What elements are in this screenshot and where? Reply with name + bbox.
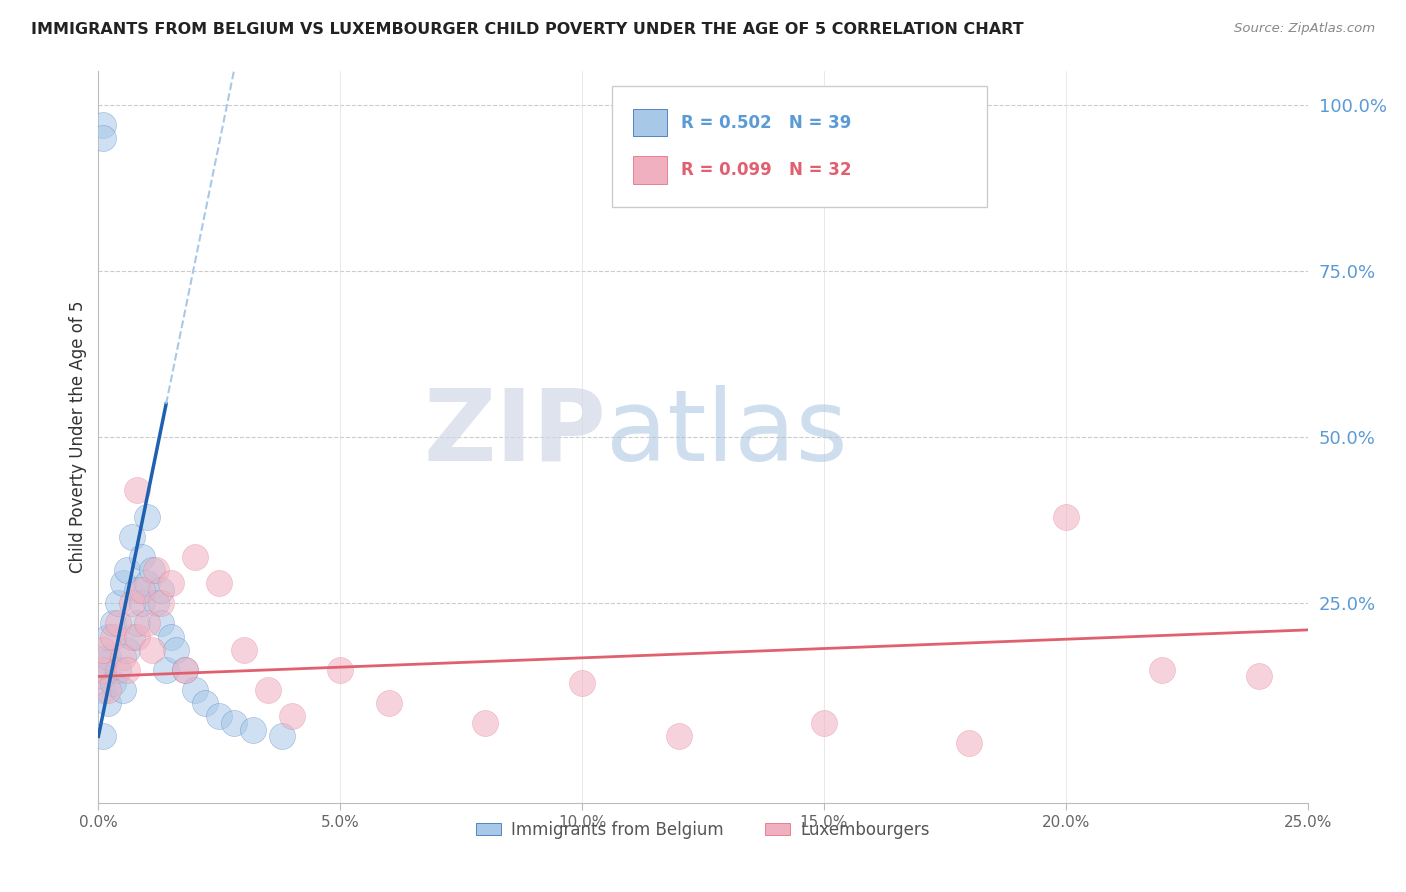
Point xyxy=(571,676,593,690)
Point xyxy=(135,509,157,524)
Text: Source: ZipAtlas.com: Source: ZipAtlas.com xyxy=(1234,22,1375,36)
Point xyxy=(91,131,114,145)
Text: ZIP: ZIP xyxy=(423,385,606,482)
Point xyxy=(131,549,153,564)
Point xyxy=(150,596,173,610)
Point xyxy=(97,630,120,644)
Point xyxy=(222,716,245,731)
Point xyxy=(121,630,143,644)
Point xyxy=(150,616,173,631)
Point xyxy=(117,663,139,677)
Point xyxy=(121,596,143,610)
Point xyxy=(155,663,177,677)
Point xyxy=(150,582,173,597)
Point xyxy=(111,576,134,591)
Point xyxy=(174,663,197,677)
Point xyxy=(957,736,980,750)
Point xyxy=(377,696,399,710)
Point xyxy=(1152,663,1174,677)
Point xyxy=(91,643,114,657)
Text: atlas: atlas xyxy=(606,385,848,482)
Point xyxy=(91,118,114,132)
Point xyxy=(329,663,352,677)
Point xyxy=(91,663,114,677)
Point xyxy=(117,643,139,657)
FancyBboxPatch shape xyxy=(613,86,987,207)
Point xyxy=(107,616,129,631)
Point xyxy=(135,616,157,631)
Point xyxy=(97,682,120,697)
Point xyxy=(145,596,167,610)
Point xyxy=(97,649,120,664)
Point xyxy=(91,669,114,683)
Point xyxy=(194,696,217,710)
Point xyxy=(117,563,139,577)
Point xyxy=(1249,669,1271,683)
Point xyxy=(668,729,690,743)
Point xyxy=(174,663,197,677)
Point xyxy=(208,576,231,591)
Point xyxy=(111,682,134,697)
Point xyxy=(97,696,120,710)
Point xyxy=(271,729,294,743)
Point xyxy=(256,682,278,697)
Point xyxy=(101,676,124,690)
Legend: Immigrants from Belgium, Luxembourgers: Immigrants from Belgium, Luxembourgers xyxy=(470,814,936,846)
Text: R = 0.502   N = 39: R = 0.502 N = 39 xyxy=(682,113,852,131)
Bar xyxy=(633,156,666,184)
Point xyxy=(141,643,163,657)
Point xyxy=(101,630,124,644)
Point xyxy=(127,483,149,498)
Point xyxy=(135,576,157,591)
Point xyxy=(131,596,153,610)
Point xyxy=(127,582,149,597)
Text: IMMIGRANTS FROM BELGIUM VS LUXEMBOURGER CHILD POVERTY UNDER THE AGE OF 5 CORRELA: IMMIGRANTS FROM BELGIUM VS LUXEMBOURGER … xyxy=(31,22,1024,37)
Point xyxy=(131,582,153,597)
Point xyxy=(281,709,304,723)
Point xyxy=(208,709,231,723)
Point xyxy=(242,723,264,737)
Point xyxy=(121,530,143,544)
Point xyxy=(145,563,167,577)
Point xyxy=(127,630,149,644)
Point xyxy=(91,682,114,697)
Point xyxy=(107,663,129,677)
Point xyxy=(232,643,254,657)
Point xyxy=(184,682,207,697)
Point xyxy=(474,716,496,731)
Point xyxy=(141,563,163,577)
Point xyxy=(184,549,207,564)
Point xyxy=(107,596,129,610)
Point xyxy=(91,656,114,670)
Point xyxy=(111,649,134,664)
Point xyxy=(165,643,187,657)
Point xyxy=(1054,509,1077,524)
Point xyxy=(813,716,835,731)
Point xyxy=(101,616,124,631)
Point xyxy=(160,576,183,591)
Y-axis label: Child Poverty Under the Age of 5: Child Poverty Under the Age of 5 xyxy=(69,301,87,574)
Text: R = 0.099   N = 32: R = 0.099 N = 32 xyxy=(682,161,852,179)
Bar xyxy=(633,109,666,136)
Point xyxy=(127,616,149,631)
Point xyxy=(91,729,114,743)
Point xyxy=(160,630,183,644)
